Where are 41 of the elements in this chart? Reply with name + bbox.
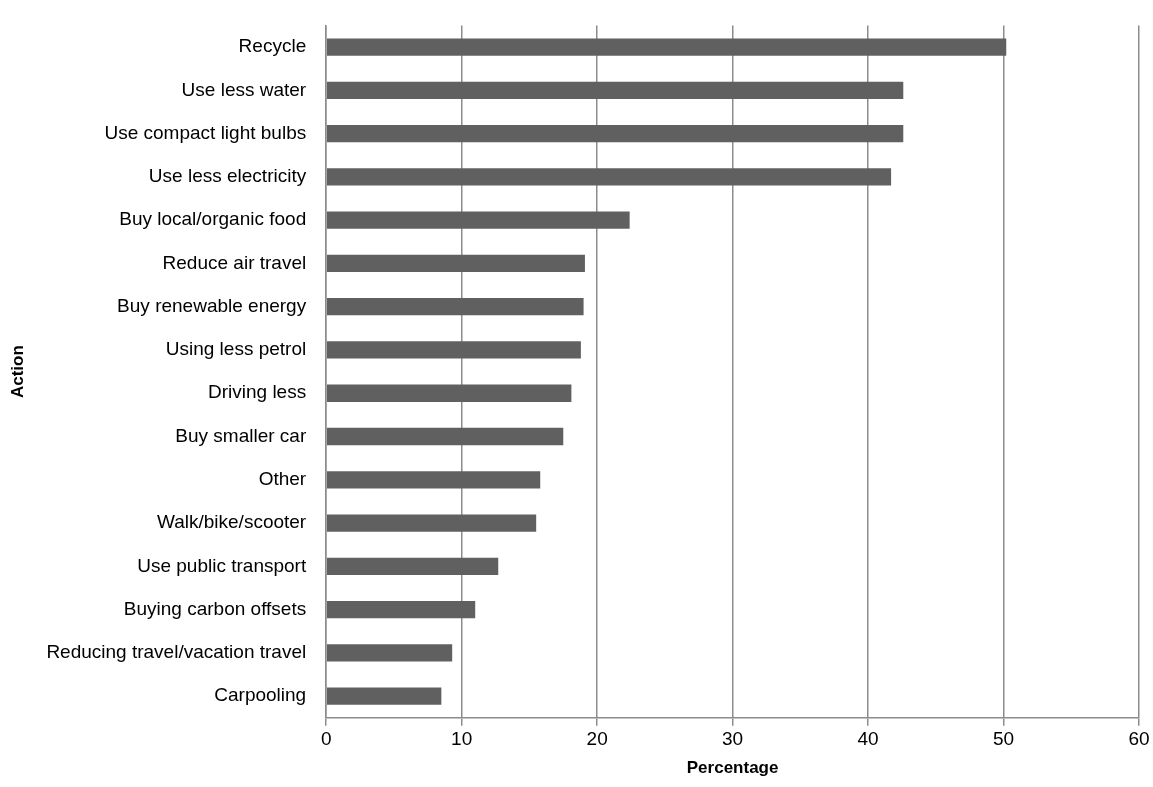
y-tick-label: Reduce air travel bbox=[162, 251, 307, 273]
y-axis-title: Action bbox=[7, 345, 27, 399]
bar bbox=[326, 687, 442, 705]
y-tick-label: Buy smaller car bbox=[175, 424, 307, 446]
bar bbox=[326, 557, 499, 575]
x-tick-label: 10 bbox=[451, 728, 473, 750]
x-axis-title: Percentage bbox=[686, 758, 779, 778]
y-tick-label: Buy renewable energy bbox=[117, 294, 307, 316]
x-tick-label: 0 bbox=[320, 728, 332, 750]
bar bbox=[326, 644, 453, 662]
y-tick-label: Use compact light bulbs bbox=[104, 121, 307, 143]
y-tick-label: Use public transport bbox=[137, 554, 307, 576]
bar bbox=[326, 254, 585, 273]
bar bbox=[326, 38, 1007, 56]
bar bbox=[326, 168, 892, 186]
y-tick-label: Buy local/organic food bbox=[119, 208, 307, 230]
bar bbox=[326, 341, 581, 359]
bar bbox=[326, 427, 564, 446]
x-tick-label: 40 bbox=[857, 728, 879, 750]
bar bbox=[326, 600, 476, 619]
y-tick-label: Buying carbon offsets bbox=[123, 597, 307, 619]
bar bbox=[326, 384, 572, 402]
bar bbox=[326, 514, 537, 532]
x-tick-label: 50 bbox=[992, 728, 1015, 750]
bar bbox=[326, 124, 904, 143]
y-tick-label: Carpooling bbox=[214, 684, 307, 706]
y-tick-label: Use less water bbox=[181, 78, 307, 100]
bar bbox=[326, 211, 630, 229]
y-tick-label: Reducing travel/vacation travel bbox=[46, 641, 307, 663]
bar bbox=[326, 471, 541, 489]
x-tick-label: 20 bbox=[586, 728, 608, 750]
y-tick-label: Other bbox=[258, 468, 307, 490]
bar bbox=[326, 298, 584, 316]
y-tick-label: Recycle bbox=[238, 35, 307, 57]
y-tick-label: Using less petrol bbox=[165, 338, 307, 360]
x-tick-label: 30 bbox=[722, 728, 744, 750]
y-tick-label: Driving less bbox=[208, 381, 307, 403]
bar bbox=[326, 81, 904, 99]
y-tick-label: Use less electricity bbox=[148, 165, 307, 187]
y-tick-label: Walk/bike/scooter bbox=[156, 511, 307, 533]
x-tick-label: 60 bbox=[1128, 728, 1150, 750]
